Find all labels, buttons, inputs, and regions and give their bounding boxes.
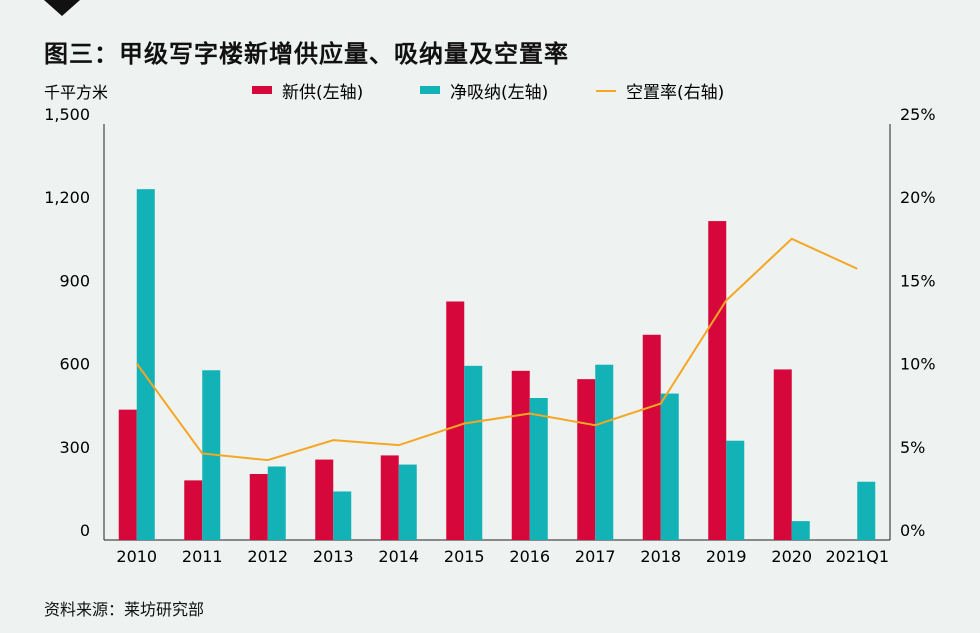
chart-title: 图三：甲级写字楼新增供应量、吸纳量及空置率 (44, 40, 569, 68)
absorption-bar (398, 464, 417, 540)
x-tick-label: 2011 (182, 547, 223, 566)
x-tick-label: 2017 (575, 547, 616, 566)
supply-bar (446, 301, 465, 540)
right-tick-label: 10% (900, 355, 936, 374)
absorption-bar (267, 466, 286, 540)
x-tick-label: 2019 (706, 547, 747, 566)
x-tick-label: 2014 (378, 547, 419, 566)
bars (118, 189, 876, 541)
legend-swatch (252, 86, 272, 94)
supply-bar (577, 379, 596, 540)
axes: 0 300 600 900 1,200 1,500 0% 5% 10% 15% 20% 25% (44, 105, 936, 541)
legend-label: 空置率(右轴) (626, 83, 724, 103)
left-tick-label: 1,200 (44, 188, 90, 207)
corner-marker (44, 0, 80, 16)
left-tick-label: 0 (80, 521, 90, 540)
absorption-bar (726, 440, 745, 540)
x-tick-label: 2016 (509, 547, 550, 566)
left-tick-label: 900 (59, 271, 90, 290)
supply-bar (773, 369, 792, 540)
x-tick-label: 2010 (116, 547, 157, 566)
absorption-bar (464, 365, 483, 540)
x-tick-label: 2012 (247, 547, 288, 566)
vacancy-line-group (135, 237, 858, 462)
x-tick-label: 2018 (640, 547, 681, 566)
absorption-bar (791, 521, 810, 540)
supply-bar (511, 370, 530, 540)
supply-bar (642, 334, 661, 540)
legend-label: 新供(左轴) (282, 83, 363, 103)
left-tick-label: 1,500 (44, 105, 90, 124)
left-tick-label: 300 (59, 438, 90, 457)
vacancy-line (135, 237, 858, 462)
supply-bar (708, 221, 727, 541)
absorption-bar (136, 189, 155, 540)
supply-bar (249, 473, 268, 540)
absorption-bar (660, 393, 679, 540)
absorption-bar (333, 491, 352, 540)
legend-label: 净吸纳(左轴) (450, 83, 548, 103)
right-tick-label: 5% (900, 438, 925, 457)
x-tick-label: 2021Q1 (826, 547, 890, 566)
right-tick-label: 15% (900, 271, 936, 290)
supply-bar (184, 480, 203, 540)
absorption-bar (529, 398, 548, 540)
supply-bar (380, 455, 399, 540)
x-tick-labels: 2010 2011 2012 2013 2014 2015 2016 2017 2018 2019… (116, 547, 889, 566)
x-tick-label: 2015 (444, 547, 485, 566)
x-tick-label: 2013 (313, 547, 354, 566)
supply-bar (315, 459, 334, 540)
legend: 新供(左轴) 净吸纳(左轴) 空置率(右轴) (252, 83, 724, 103)
right-tick-label: 0% (900, 521, 925, 540)
legend-swatch (420, 86, 440, 94)
right-tick-label: 25% (900, 105, 936, 124)
absorption-bar (857, 481, 876, 540)
source-note: 资料来源：莱坊研究部 (44, 600, 205, 619)
supply-bar (118, 409, 137, 540)
left-axis-unit: 千平方米 (44, 83, 108, 102)
right-tick-label: 20% (900, 188, 936, 207)
x-tick-label: 2020 (771, 547, 812, 566)
absorption-bar (595, 364, 614, 540)
left-tick-label: 600 (59, 355, 90, 374)
